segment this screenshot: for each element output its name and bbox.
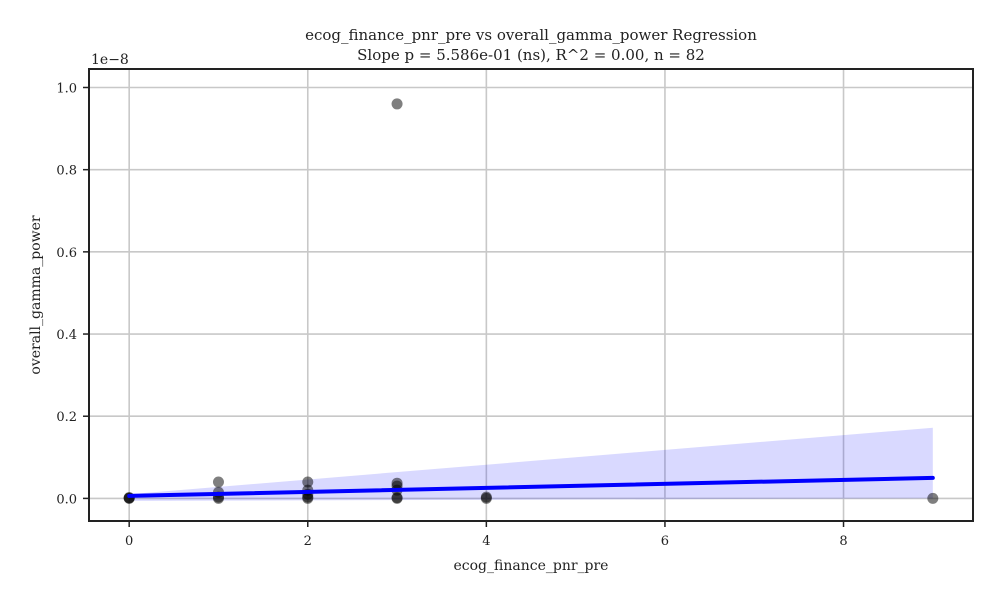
- x-tick-label: 0: [125, 534, 133, 549]
- scatter-point: [391, 492, 403, 504]
- chart-title: ecog_finance_pnr_pre vs overall_gamma_po…: [305, 26, 757, 44]
- x-tick-label: 4: [482, 534, 490, 549]
- y-tick-label: 0.6: [56, 246, 77, 261]
- scatter-point: [480, 492, 492, 504]
- y-scale-label: 1e−8: [91, 52, 129, 68]
- x-tick-label: 6: [661, 534, 669, 549]
- confidence-band-layer: [129, 427, 933, 501]
- axis-ticks: 0 2 4 6 8 0.0 0.2 0.4 0.6 0.8 1.0: [56, 81, 847, 549]
- scatter-point: [927, 492, 939, 504]
- x-tick-label: 2: [304, 534, 312, 549]
- scatter-point: [212, 476, 224, 488]
- y-axis-label: overall_gamma_power: [28, 215, 44, 374]
- y-tick-label: 0.8: [56, 164, 77, 179]
- y-tick-label: 0.0: [56, 492, 77, 507]
- scatter-point: [302, 492, 314, 504]
- chart-subtitle: Slope p = 5.586e-01 (ns), R^2 = 0.00, n …: [357, 46, 705, 64]
- regression-line-layer: [127, 475, 935, 498]
- y-tick-label: 0.2: [56, 410, 77, 425]
- plot-frame: [88, 68, 974, 522]
- grid: [89, 69, 973, 521]
- x-tick-label: 8: [839, 534, 847, 549]
- x-axis-label: ecog_finance_pnr_pre: [454, 558, 609, 574]
- scatter-point: [391, 98, 403, 110]
- confidence-band: [129, 427, 933, 501]
- regression-line: [127, 475, 935, 498]
- scatter-point: [302, 476, 314, 488]
- y-tick-label: 0.4: [56, 328, 77, 343]
- y-tick-label: 1.0: [56, 81, 77, 96]
